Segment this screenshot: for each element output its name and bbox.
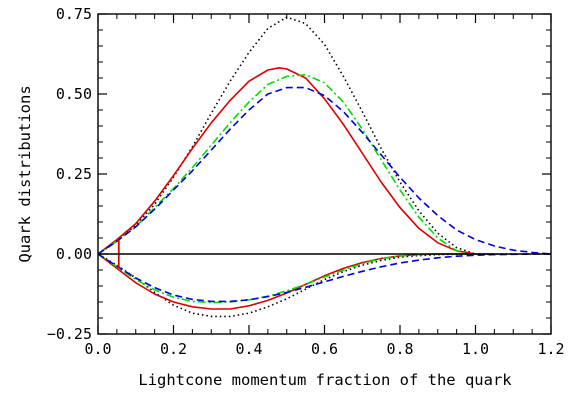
x-tick-label: 0.0 [84,340,111,358]
series-line-1 [97,16,476,255]
y-tick-label: 0.00 [56,245,92,263]
x-tick-label: 0.4 [235,340,262,358]
tick-layer [97,13,552,335]
x-tick-label: 0.6 [311,340,338,358]
x-tick-label: 1.0 [462,340,489,358]
tick-label-layer: 0.0 0.2 0.4 0.6 0.8 1.0 1.2 −0.25 0.00 0.25 0.50 0.… [47,5,565,358]
x-tick-label: 1.2 [537,340,564,358]
series-layer [97,16,552,318]
x-axis-title: Lightcone momentum fraction of the quark [138,371,512,389]
y-tick-label: 0.25 [56,165,92,183]
y-axis-title: Quark distributions [16,85,34,262]
series-line-6 [97,253,495,310]
y-tick-label: 0.50 [56,85,92,103]
y-tick-label: 0.75 [56,5,92,23]
series-line-4 [97,86,552,255]
series-line-2 [97,67,476,255]
x-tick-label: 0.2 [160,340,187,358]
plot-frame [97,13,552,335]
plot-frame-layer [97,13,552,335]
y-tick-label: −0.25 [47,325,92,343]
x-tick-label: 0.8 [386,340,413,358]
series-line-7 [97,253,476,304]
series-line-3 [97,74,476,255]
